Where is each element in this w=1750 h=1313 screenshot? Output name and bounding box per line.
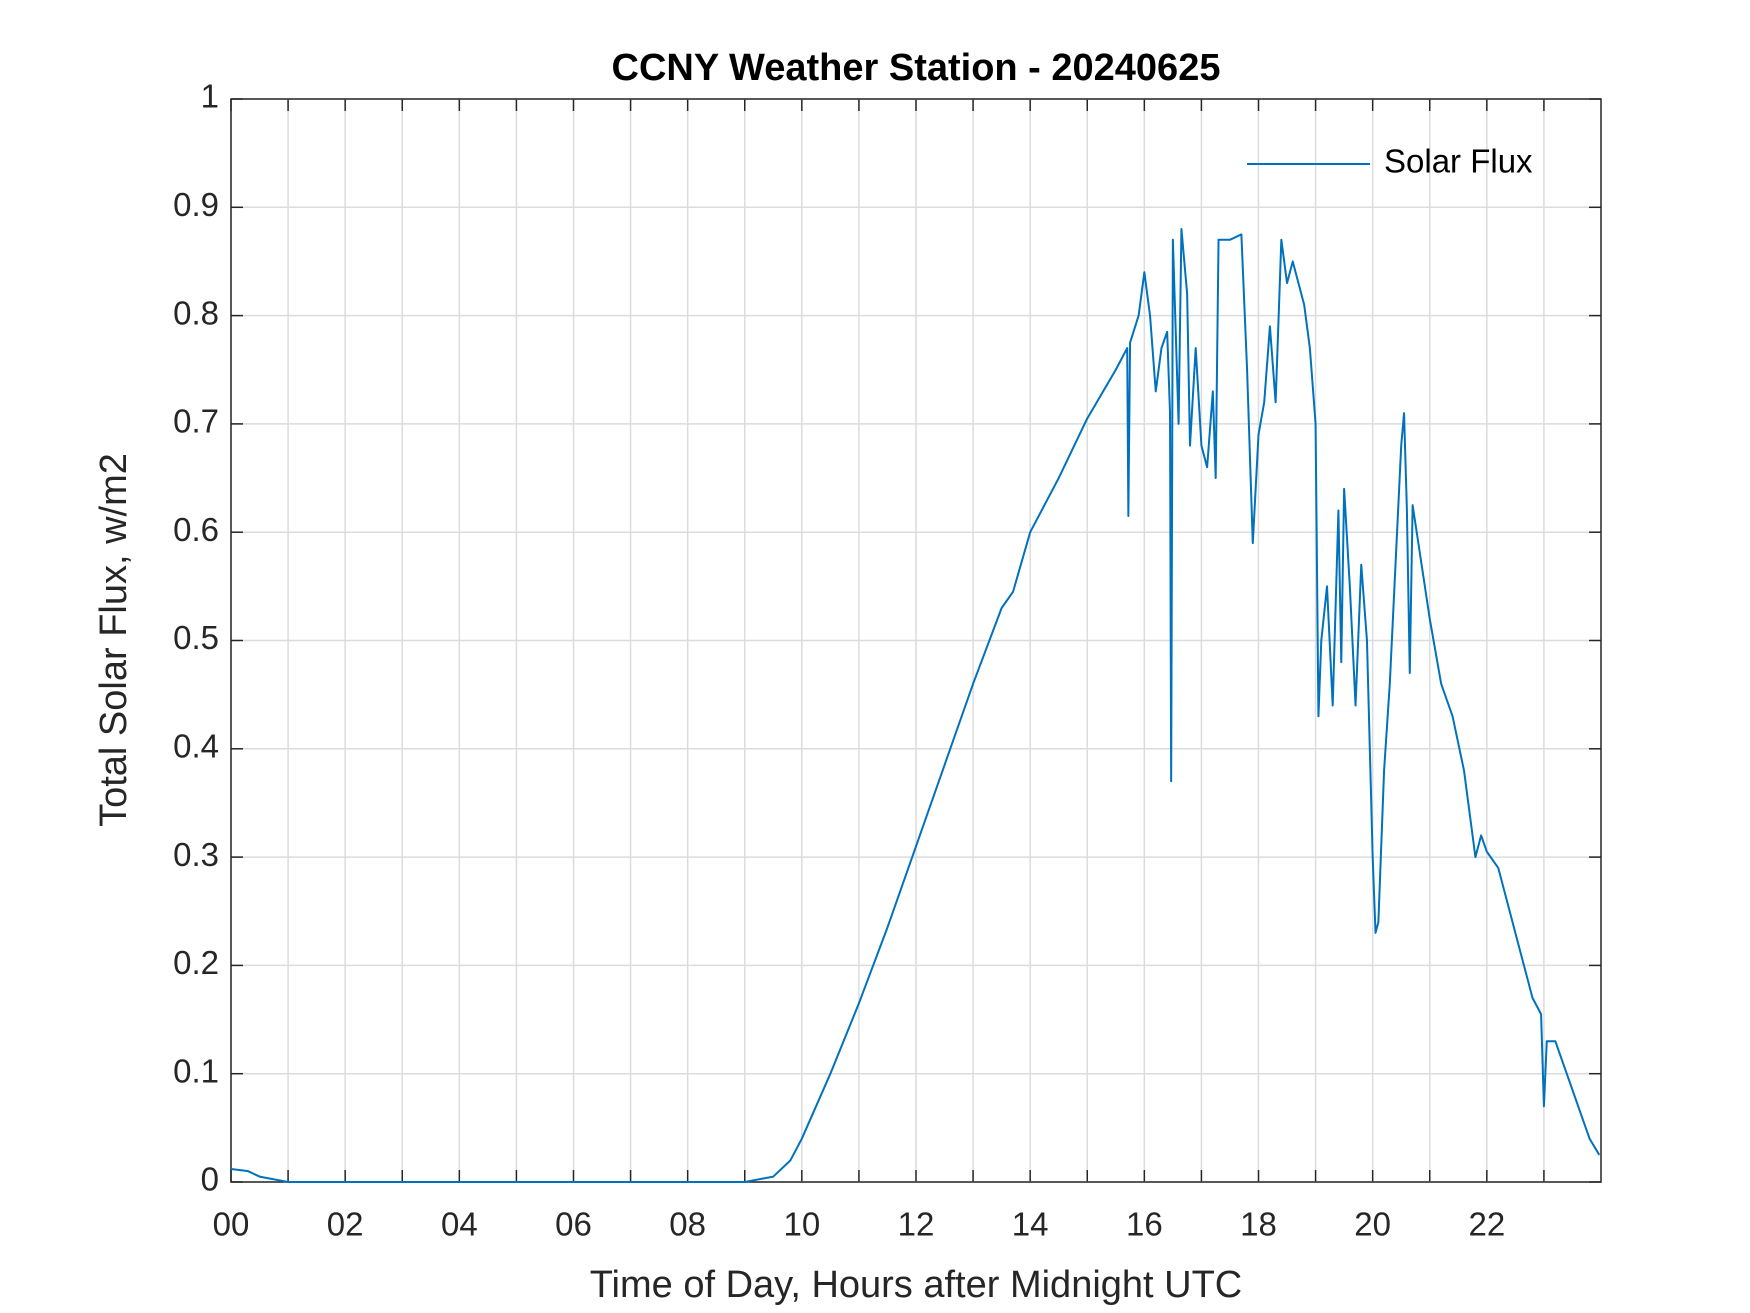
- y-tick-label: 0.2: [173, 944, 219, 981]
- x-tick-label: 04: [441, 1206, 478, 1243]
- x-axis-label: Time of Day, Hours after Midnight UTC: [590, 1264, 1243, 1306]
- x-tick-label: 10: [783, 1206, 820, 1243]
- y-tick-label: 0.7: [173, 403, 219, 440]
- y-tick-label: 0.6: [173, 511, 219, 548]
- y-tick-label: 0.3: [173, 836, 219, 873]
- x-tick-label: 06: [555, 1206, 592, 1243]
- y-tick-label: 0.1: [173, 1052, 219, 1089]
- chart-title: CCNY Weather Station - 20240625: [612, 47, 1221, 89]
- y-tick-label: 0.5: [173, 619, 219, 656]
- x-tick-label: 22: [1468, 1206, 1505, 1243]
- y-tick-label: 0.9: [173, 186, 219, 223]
- x-tick-label: 08: [669, 1206, 706, 1243]
- x-tick-label: 00: [213, 1206, 250, 1243]
- x-tick-label: 16: [1126, 1206, 1163, 1243]
- data-line: [230, 227, 1601, 1183]
- legend-label: Solar Flux: [1384, 143, 1533, 180]
- y-tick-label: 0: [201, 1161, 219, 1198]
- axes-box: [230, 98, 1602, 1183]
- y-axis-label: Total Solar Flux, w/m2: [93, 453, 135, 827]
- x-tick-label: 02: [327, 1206, 364, 1243]
- y-tick-label: 0.4: [173, 728, 219, 765]
- x-tick-label: 18: [1240, 1206, 1277, 1243]
- y-tick-label: 0.8: [173, 294, 219, 331]
- y-tick-label: 1: [201, 78, 219, 115]
- x-tick-label: 20: [1354, 1206, 1391, 1243]
- x-tick-label: 12: [898, 1206, 935, 1243]
- x-tick-label: 14: [1012, 1206, 1049, 1243]
